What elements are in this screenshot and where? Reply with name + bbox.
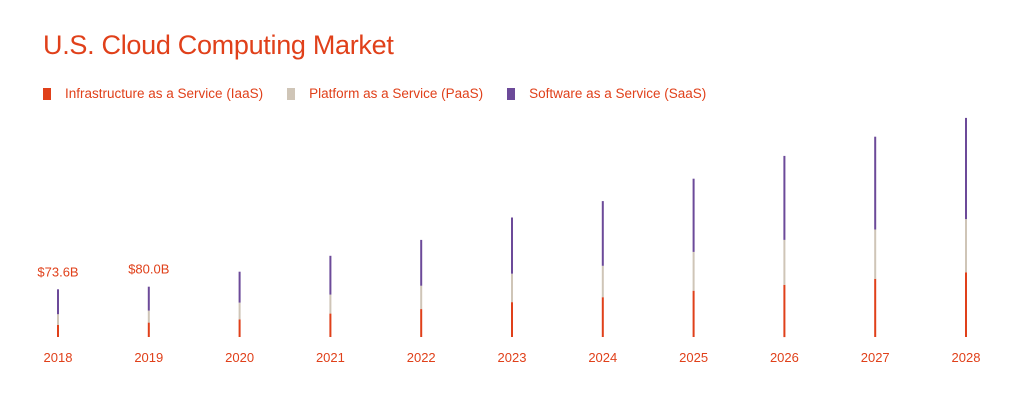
bar-segment-iaas-2027 [874, 278, 877, 337]
data-label-2018: $73.6B [37, 264, 78, 279]
chart-title: U.S. Cloud Computing Market [43, 30, 394, 60]
bar-segment-iaas-2025 [692, 290, 695, 337]
bar-segment-saas-2020 [238, 271, 241, 303]
bar-segment-paas-2020 [238, 302, 241, 320]
bar-segment-paas-2019 [147, 310, 150, 323]
legend-swatch-iaas [43, 87, 51, 100]
bar-segment-iaas-2020 [238, 319, 241, 337]
legend-swatch-saas [507, 87, 516, 100]
bar-segment-iaas-2021 [329, 313, 332, 337]
bar-segment-saas-2018 [57, 289, 59, 315]
x-tick-label-2019: 2019 [134, 350, 163, 365]
bar-segment-saas-2021 [329, 255, 332, 295]
bar-segment-iaas-2023 [511, 302, 513, 337]
legend-label-iaas: Infrastructure as a Service (IaaS) [65, 86, 264, 101]
bar-segment-iaas-2026 [783, 284, 786, 338]
bar-segment-saas-2025 [692, 178, 695, 252]
x-tick-label-2025: 2025 [679, 350, 708, 365]
bar-segment-paas-2026 [783, 240, 786, 285]
bar-segment-iaas-2019 [147, 322, 150, 337]
bar-segment-saas-2027 [874, 136, 877, 230]
bar-segment-saas-2023 [511, 217, 513, 274]
x-tick-label-2027: 2027 [861, 350, 890, 365]
x-tick-label-2022: 2022 [407, 350, 436, 365]
bar-segment-paas-2027 [874, 229, 877, 279]
bar-segment-paas-2028 [965, 219, 967, 273]
bar-segment-saas-2019 [147, 286, 150, 311]
x-tick-label-2028: 2028 [952, 350, 981, 365]
legend-label-saas: Software as a Service (SaaS) [529, 86, 707, 101]
bar-segment-paas-2025 [692, 251, 695, 291]
bar-segment-saas-2022 [420, 239, 423, 286]
bar-segment-saas-2024 [601, 201, 604, 266]
bar-segment-iaas-2028 [965, 272, 967, 337]
bar-segment-iaas-2024 [601, 297, 604, 337]
bar-segment-paas-2021 [329, 294, 332, 314]
bar-segment-paas-2022 [420, 285, 423, 309]
bar-segment-iaas-2018 [57, 325, 59, 337]
legend-swatch-paas [287, 87, 296, 100]
x-tick-label-2020: 2020 [225, 350, 254, 365]
legend-item-saas: Software as a Service (SaaS) [507, 86, 706, 101]
legend-item-iaas: Infrastructure as a Service (IaaS) [43, 86, 263, 101]
x-tick-label-2026: 2026 [770, 350, 799, 365]
chart-legend: Infrastructure as a Service (IaaS) Platf… [43, 86, 730, 101]
data-label-2019: $80.0B [128, 262, 169, 277]
x-tick-label-2018: 2018 [44, 350, 73, 365]
bar-segment-paas-2018 [57, 314, 59, 325]
legend-label-paas: Platform as a Service (PaaS) [309, 86, 484, 101]
bar-segment-iaas-2022 [420, 309, 423, 337]
bar-segment-saas-2026 [783, 155, 786, 240]
bar-segment-paas-2024 [601, 265, 604, 298]
x-tick-label-2021: 2021 [316, 350, 345, 365]
x-tick-label-2023: 2023 [498, 350, 527, 365]
x-tick-label-2024: 2024 [588, 350, 617, 365]
bar-segment-paas-2023 [511, 273, 513, 303]
bar-segment-saas-2028 [965, 117, 967, 220]
legend-item-paas: Platform as a Service (PaaS) [287, 86, 483, 101]
